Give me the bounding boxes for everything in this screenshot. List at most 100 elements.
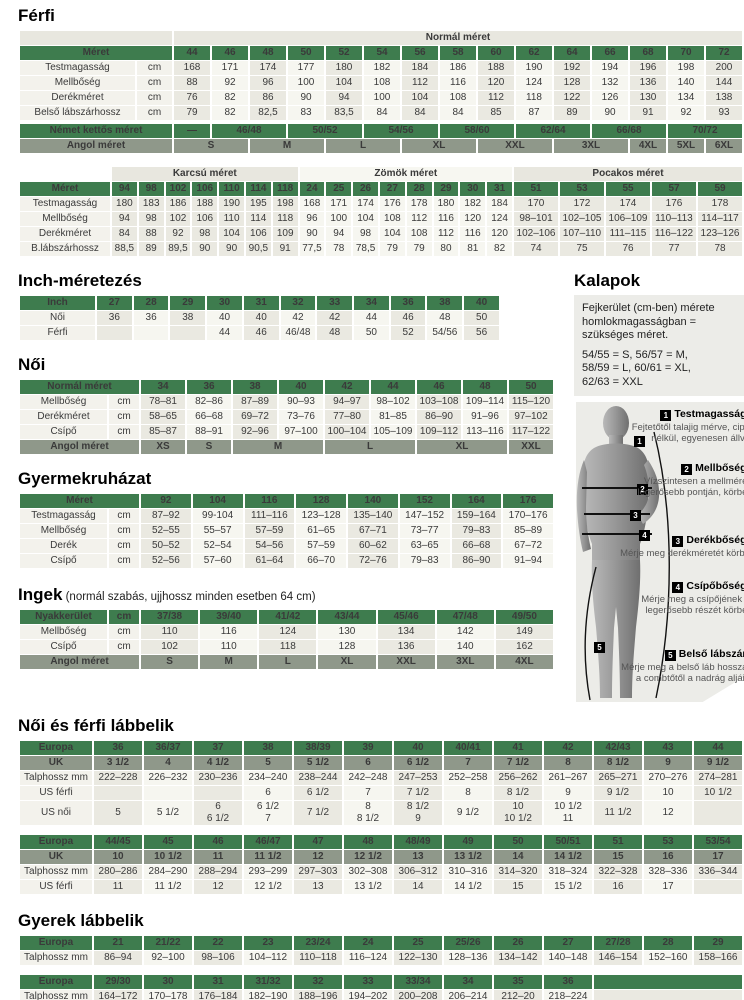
table-cell: 114	[245, 212, 271, 226]
table-cell: 38/39	[294, 741, 342, 755]
table-cell: 194	[592, 61, 628, 75]
table-cell: Angol méret	[20, 655, 139, 669]
table-cell: 162	[495, 640, 553, 654]
table-cell: 88,5	[112, 242, 137, 256]
table-cell: 58	[440, 46, 476, 60]
children-footwear-table-2: Europa 29/30 30 31 31/32 32 33 33/34 34 35 36 Talph…	[18, 974, 744, 1000]
table-cell: cm	[109, 625, 139, 639]
table-cell: 30	[207, 296, 242, 310]
table-cell: 92	[165, 227, 191, 241]
table-cell: 38	[244, 741, 292, 755]
table-cell: 77–80	[325, 410, 369, 424]
table-cell: 9	[644, 756, 692, 770]
table-cell: XL	[402, 139, 476, 153]
table-cell: 96	[299, 212, 325, 226]
table-cell: 170–176	[503, 509, 553, 523]
table-cell: US férfi	[20, 880, 92, 894]
table-cell: 102	[165, 212, 191, 226]
annotation-5-badge: 5	[664, 650, 676, 661]
table-cell: 136	[377, 640, 435, 654]
table-cell: Derék	[20, 539, 107, 553]
table-cell: 116–122	[652, 227, 696, 241]
table-cell: 302–308	[344, 865, 392, 879]
table-cell: 112	[406, 212, 432, 226]
kids1-table: Europa 21 21/22 22 23 23/24 24 25 25/26 26 27 27/28…	[18, 935, 744, 966]
table-cell: 111–115	[606, 227, 650, 241]
table-cell: 48/49	[394, 835, 442, 849]
table-cell: 11 1/2	[594, 801, 642, 825]
table-cell: 102–105	[560, 212, 604, 226]
table-cell: 85–89	[503, 524, 553, 538]
table-cell: 60–62	[348, 539, 398, 553]
table-cell: 182	[364, 61, 400, 75]
table-cell: 310–316	[444, 865, 492, 879]
table-cell: 10 1/2	[144, 850, 192, 864]
table-cell: 43/44	[318, 610, 376, 624]
table-cell: 23/24	[294, 936, 342, 950]
table-cell: 46	[390, 311, 426, 325]
section-footwear: Női és férfi lábbelik Europa 36 36/37 37 38 3…	[18, 716, 744, 895]
table-cell	[594, 990, 742, 1000]
table-cell: 90	[192, 242, 218, 256]
table-cell: 27	[544, 936, 592, 950]
table-cell: 170	[514, 197, 558, 211]
table-cell: 10 1/2 11	[544, 801, 592, 825]
table-cell: 3XL	[554, 139, 628, 153]
table-cell: 109–114	[463, 395, 507, 409]
table-cell: 110	[141, 625, 199, 639]
table-cell: 5 1/2	[144, 801, 192, 825]
table-cell: 200–208	[394, 990, 442, 1000]
table-cell: 11 1/2	[144, 880, 192, 894]
table-cell: 200	[706, 61, 742, 75]
section-title-inch: Inch-méretezés	[18, 271, 142, 290]
table-cell: 82,5	[250, 106, 286, 120]
table-cell: cm	[137, 76, 172, 90]
table-cell: 92	[212, 76, 248, 90]
table-cell: 116	[440, 76, 476, 90]
gyermek-table: Méret 92 104 116 128 140 152 164 176 Testmagasság…	[18, 493, 555, 569]
annotation-inseam: 5 Belső lábszár: Mérje meg a belső láb ho…	[618, 648, 744, 684]
table-cell: US férfi	[20, 786, 92, 800]
table-cell: 36	[97, 311, 132, 325]
table-cell: 118	[272, 182, 298, 196]
table-cell: 25	[326, 182, 352, 196]
table-cell: 7	[344, 786, 392, 800]
table-cell: 13 1/2	[444, 850, 492, 864]
noi-table: Normál méret 34 36 38 40 42 44 46 48 50 Mellbőség c…	[18, 379, 555, 455]
table-cell	[194, 786, 242, 800]
table-cell	[94, 786, 142, 800]
table-cell: M	[200, 655, 258, 669]
table-cell: 92	[141, 494, 191, 508]
table-cell: 103–108	[417, 395, 461, 409]
table-cell: S	[187, 440, 231, 454]
inch-size-table: Inch 27 28 29 30 31 32 33 34 36 38 40 Női 36 36 38 40 40 4…	[18, 295, 566, 341]
table-cell: 50	[509, 380, 553, 394]
table-cell: 75	[560, 242, 604, 256]
table-cell: 128–136	[444, 951, 492, 965]
table-cell: 124	[487, 212, 512, 226]
table-cell: 11	[194, 850, 242, 864]
table-cell: 76	[606, 242, 650, 256]
table-cell: XXL	[509, 440, 553, 454]
table-cell: 52–54	[192, 539, 243, 553]
table-cell: 168	[299, 197, 325, 211]
table-cell: 34	[354, 296, 389, 310]
table-cell: cm	[109, 395, 139, 409]
table-cell: 130	[318, 625, 376, 639]
annotation-3-desc: Mérje meg derékméretét körbe	[620, 548, 744, 559]
table-cell: 8 1/2	[494, 786, 542, 800]
table-cell: 87–89	[233, 395, 277, 409]
table-cell: 174	[353, 197, 378, 211]
table-cell: 116	[433, 212, 459, 226]
table-cell: 98	[353, 227, 378, 241]
table-cell: S	[141, 655, 199, 669]
table-cell: 78	[698, 242, 742, 256]
table-cell: 10	[644, 786, 692, 800]
table-cell: 108	[440, 91, 476, 105]
table-cell: 107–110	[560, 227, 604, 241]
annotation-1-label: Testmagasság:	[674, 408, 744, 420]
table-cell: 7 1/2	[294, 801, 342, 825]
table-cell: 8 1/2 9	[394, 801, 442, 825]
section-men-fits: Karcsú méret Zömök méret Pocakos méret Mére…	[18, 166, 744, 257]
table-cell: 89	[138, 242, 164, 256]
